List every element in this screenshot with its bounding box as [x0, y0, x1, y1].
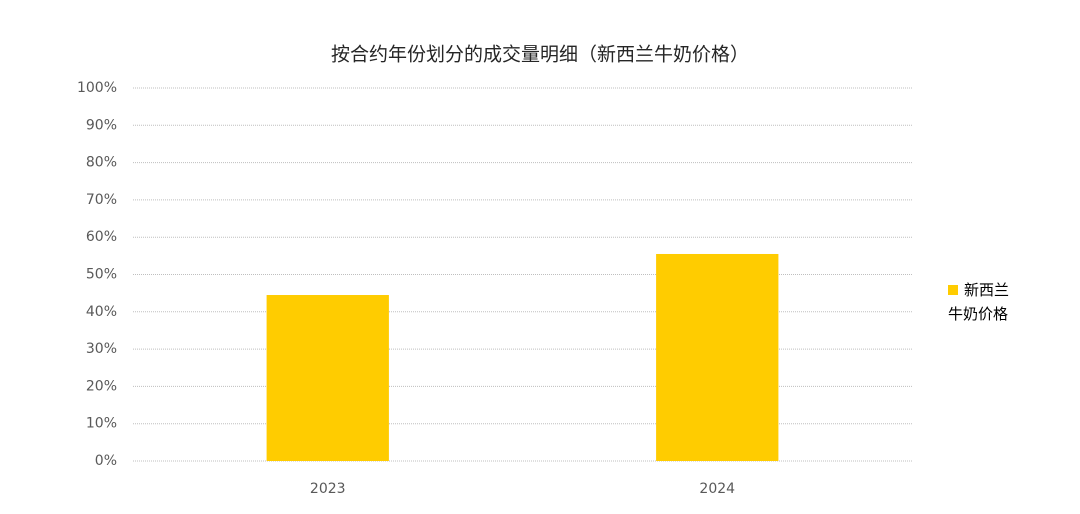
y-tick-label: 100% — [77, 80, 117, 96]
legend-swatch — [948, 285, 958, 295]
y-tick-label: 10% — [86, 416, 117, 432]
chart-title: 按合约年份划分的成交量明细（新西兰牛奶价格） — [331, 44, 749, 66]
y-tick-label: 20% — [86, 378, 117, 394]
y-tick-label: 0% — [95, 453, 117, 469]
legend-label: 新西兰牛奶价格 — [948, 281, 1010, 323]
bar — [266, 295, 389, 461]
y-tick-label: 90% — [86, 117, 117, 133]
legend: 新西兰牛奶价格 — [948, 278, 1020, 326]
y-tick-label: 70% — [86, 192, 117, 208]
y-tick-label: 60% — [86, 229, 117, 245]
y-tick-label: 80% — [86, 155, 117, 171]
y-tick-label: 40% — [86, 304, 117, 320]
x-tick-label: 2023 — [310, 481, 346, 497]
y-tick-label: 50% — [86, 267, 117, 283]
bar — [656, 253, 779, 461]
y-tick-label: 30% — [86, 341, 117, 357]
x-tick-label: 2024 — [699, 481, 735, 497]
